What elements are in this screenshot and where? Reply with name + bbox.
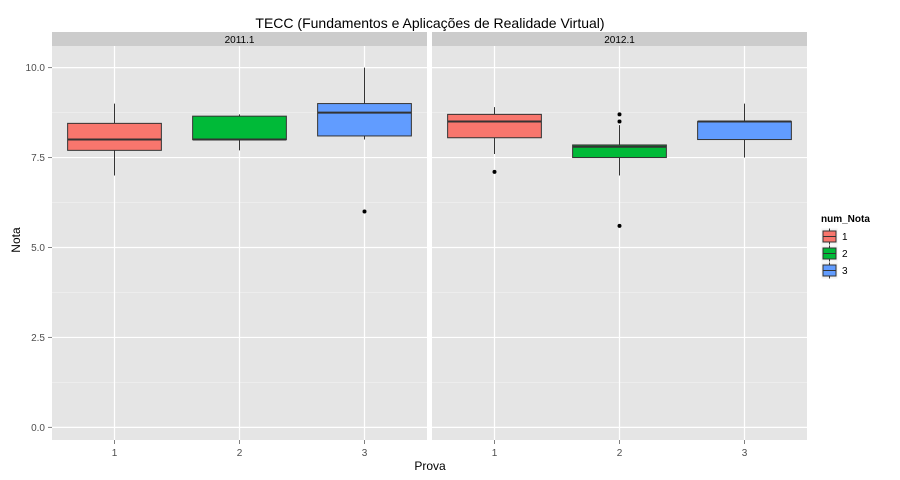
y-tick-label: 0.0 [31,423,45,434]
x-tick-label: 2 [237,448,243,459]
y-axis-title: Nota [9,227,23,253]
facet-panels: 2011.1 1 2 3 2012.1 1 2 3 [52,32,807,459]
x-axis-title: Prova [414,459,446,473]
y-tick-label: 2.5 [31,333,45,344]
x-tick-label: 3 [742,448,748,459]
facet-panel-2011-1: 2011.1 1 2 3 [52,32,427,459]
outlier-point [617,223,622,228]
legend-title: num_Nota [821,214,870,225]
box-2011-1-prova-2 [192,114,287,151]
legend-item-3: 3 [820,261,848,280]
y-tick-label: 5.0 [31,243,45,254]
box-iqr [67,122,162,151]
facet-strip-label: 2012.1 [604,35,635,46]
outlier-point [362,209,367,214]
box-2011-1-prova-3 [317,67,412,214]
legend-item-1: 1 [820,227,848,246]
chart-title: TECC (Fundamentos e Aplicações de Realid… [255,15,604,31]
outlier-point [617,119,622,124]
outlier-point [492,169,497,174]
legend-label: 3 [842,266,848,277]
x-tick-label: 3 [362,448,368,459]
outlier-point [617,112,622,117]
legend-label: 1 [842,232,848,243]
box-2012-1-prova-1 [447,107,542,174]
facet-panel-2012-1: 2012.1 1 2 3 [432,32,807,459]
box-iqr [572,144,667,159]
legend-item-2: 2 [820,244,848,263]
box-2011-1-prova-1 [67,103,162,176]
box-2012-1-prova-3 [697,103,792,158]
y-tick-label: 10.0 [26,63,46,74]
facet-strip-label: 2011.1 [225,35,255,46]
y-tick-label: 7.5 [31,153,45,164]
facet-strip [432,32,807,46]
x-tick-label: 2 [617,448,623,459]
x-tick-label: 1 [112,448,118,459]
facet-strip [52,32,427,46]
box-iqr [447,113,542,139]
box-2012-1-prova-2 [572,112,667,228]
box-iqr [317,103,412,137]
box-iqr [697,121,792,141]
y-axis: 0.0 2.5 5.0 7.5 10.0 [26,63,52,434]
legend-label: 2 [842,249,848,260]
x-tick-label: 1 [492,448,498,459]
legend: num_Nota 1 2 3 [820,214,870,280]
box-iqr [192,115,287,141]
